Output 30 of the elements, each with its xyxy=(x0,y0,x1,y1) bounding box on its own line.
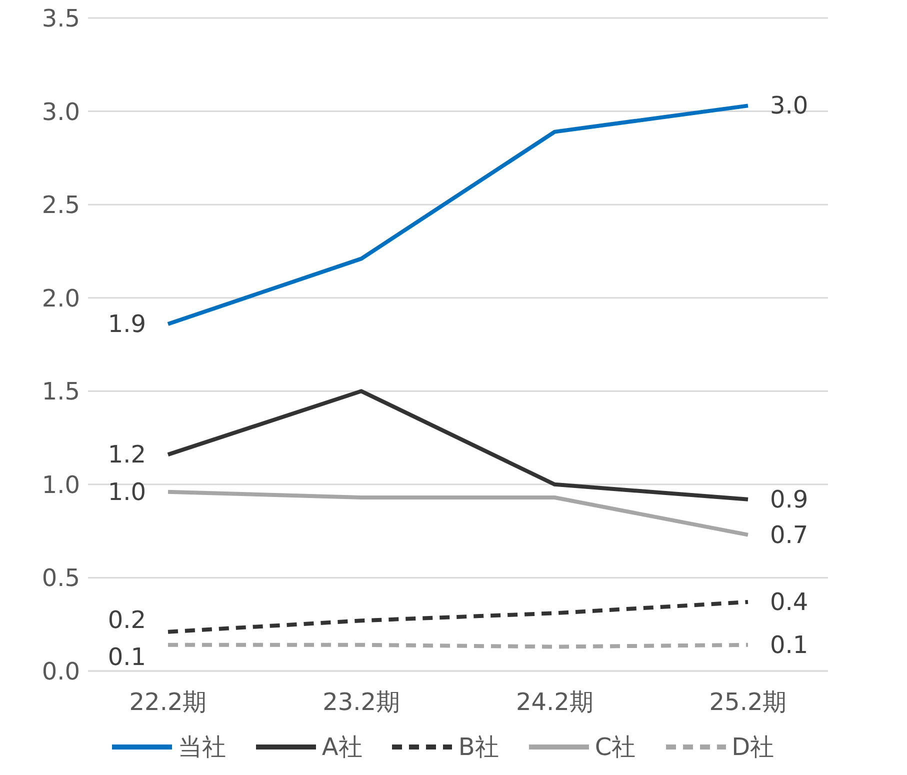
data-label: 1.9 xyxy=(108,310,146,338)
data-label: 1.0 xyxy=(108,478,146,506)
x-tick-label: 24.2期 xyxy=(516,688,594,716)
data-label: 3.0 xyxy=(770,92,808,120)
x-tick-label: 22.2期 xyxy=(129,688,207,716)
y-tick-label: 0.0 xyxy=(42,658,80,686)
data-label: 1.2 xyxy=(108,440,146,469)
data-label: 0.4 xyxy=(770,588,808,616)
data-label: 0.2 xyxy=(108,606,146,634)
y-tick-label: 1.5 xyxy=(42,378,80,406)
data-label: 0.1 xyxy=(770,630,808,659)
line-series xyxy=(166,389,750,502)
x-tick-label: 25.2期 xyxy=(709,688,787,716)
legend-label: 当社 xyxy=(178,732,226,763)
data-label: 0.7 xyxy=(770,520,808,549)
data-label: 0.9 xyxy=(770,485,808,514)
data-label: 0.1 xyxy=(108,642,146,671)
y-tick-label: 2.5 xyxy=(42,191,80,220)
legend-label: C社 xyxy=(594,732,636,763)
line-series xyxy=(166,104,750,326)
y-tick-label: 2.0 xyxy=(42,284,80,312)
y-tick-label: 3.5 xyxy=(42,4,80,33)
legend-label: A社 xyxy=(322,732,362,763)
legend-label: B社 xyxy=(458,732,499,763)
y-tick-label: 0.5 xyxy=(42,564,80,592)
y-tick-label: 1.0 xyxy=(42,470,80,499)
line-series xyxy=(166,600,750,634)
legend-label: D社 xyxy=(732,732,774,763)
y-tick-label: 3.0 xyxy=(42,98,80,126)
x-tick-label: 23.2期 xyxy=(322,688,400,716)
